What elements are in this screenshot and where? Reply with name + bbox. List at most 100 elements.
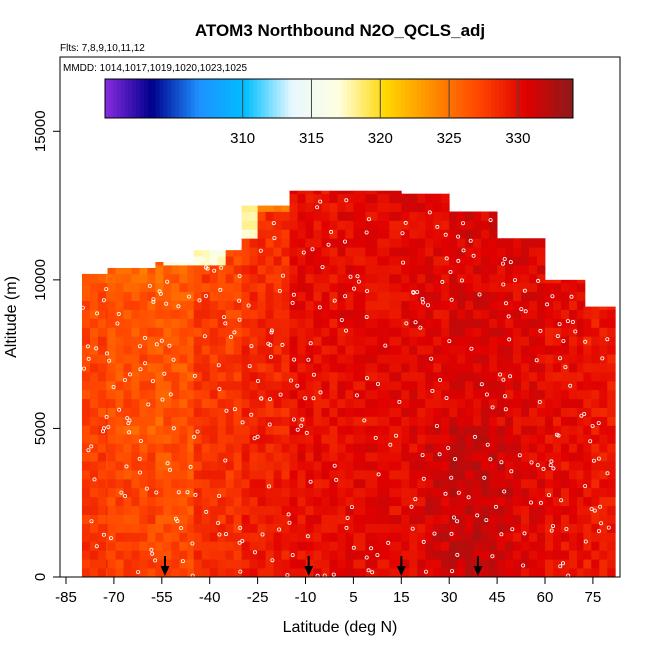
heatmap-cell: [433, 202, 442, 212]
heatmap-cell: [289, 345, 298, 355]
heatmap-cell: [115, 514, 124, 524]
sample-point: [266, 484, 271, 489]
heatmap-cell: [505, 398, 514, 409]
heatmap-cell: [115, 478, 124, 489]
profile-arrow-head: [473, 566, 483, 576]
heatmap-cell: [599, 363, 608, 373]
heatmap-cell: [201, 487, 211, 498]
heatmap-cell: [497, 336, 506, 346]
heatmap-cell: [281, 300, 290, 310]
heatmap-cell: [281, 389, 290, 400]
heatmap-cell: [329, 282, 338, 293]
heatmap-cell: [225, 300, 235, 310]
heatmap-cell: [97, 300, 107, 310]
heatmap-cell: [155, 398, 164, 409]
heatmap-cell: [249, 505, 258, 515]
heatmap-cell: [481, 452, 490, 462]
heatmap-cell: [337, 265, 346, 275]
heatmap-cell: [147, 461, 156, 471]
heatmap-cell: [441, 425, 450, 435]
heatmap-cell: [249, 407, 258, 417]
heatmap-cell: [353, 190, 366, 195]
heatmap-cell: [425, 514, 434, 524]
heatmap-cell: [225, 354, 235, 364]
heatmap-cell: [591, 398, 600, 409]
heatmap-cell: [513, 470, 522, 480]
heatmap-cell: [417, 273, 426, 284]
sample-point: [429, 356, 434, 361]
heatmap-cell: [457, 247, 466, 257]
heatmap-cell: [409, 229, 418, 239]
heatmap-cell: [560, 496, 570, 507]
heatmap-cell: [473, 309, 482, 319]
heatmap-cell: [583, 523, 592, 533]
heatmap-cell: [233, 318, 243, 328]
heatmap-cell: [187, 262, 196, 266]
heatmap-cell: [545, 354, 554, 364]
heatmap-cell: [591, 380, 600, 391]
heatmap-cell: [89, 371, 99, 382]
heatmap-cell: [187, 371, 196, 382]
heatmap-cell: [377, 541, 390, 551]
heatmap-cell: [241, 407, 251, 417]
heatmap-cell: [377, 282, 390, 293]
heatmap-cell: [417, 247, 426, 257]
heatmap-cell: [187, 434, 196, 444]
heatmap-cell: [147, 273, 156, 284]
heatmap-cell: [345, 505, 354, 515]
heatmap-cell: [552, 496, 562, 507]
heatmap-cell: [473, 380, 482, 391]
heatmap-cell: [607, 487, 616, 498]
heatmap-cell: [297, 487, 306, 498]
heatmap-cell: [209, 371, 219, 382]
colorbar-swatch: [385, 79, 391, 118]
heatmap-cell: [305, 318, 314, 328]
heatmap-cell: [537, 345, 546, 355]
sample-point: [427, 210, 432, 215]
heatmap-cell: [329, 505, 338, 515]
heatmap-cell: [281, 211, 290, 221]
heatmap-cell: [115, 354, 124, 364]
heatmap-cell: [489, 523, 498, 533]
heatmap-cell: [353, 238, 366, 248]
heatmap-cell: [345, 380, 354, 391]
heatmap-cell: [289, 541, 298, 551]
heatmap-cell: [81, 327, 91, 337]
heatmap-cell: [313, 398, 322, 409]
heatmap-cell: [513, 398, 522, 409]
heatmap-cell: [305, 389, 314, 400]
heatmap-cell: [217, 407, 227, 417]
heatmap-cell: [217, 541, 227, 551]
heatmap-cell: [147, 300, 156, 310]
heatmap-cell: [365, 416, 378, 426]
heatmap-cell: [321, 425, 330, 435]
heatmap-cell: [599, 309, 608, 319]
heatmap-cell: [97, 461, 107, 471]
heatmap-cell: [353, 211, 366, 221]
heatmap-cell: [457, 568, 466, 578]
heatmap-cell: [560, 363, 570, 373]
heatmap-cell: [201, 434, 211, 444]
heatmap-cell: [552, 407, 562, 417]
heatmap-cell: [273, 434, 282, 444]
heatmap-cell: [139, 568, 148, 578]
heatmap-cell: [89, 407, 99, 417]
heatmap-cell: [489, 300, 498, 310]
heatmap-cell: [457, 398, 466, 409]
heatmap-cell: [139, 309, 148, 319]
heatmap-cell: [552, 279, 562, 284]
heatmap-cell: [576, 496, 586, 507]
sample-point: [502, 394, 507, 399]
heatmap-cell: [321, 291, 330, 302]
heatmap-cell: [171, 452, 180, 462]
sample-point: [558, 356, 563, 361]
heatmap-cell: [345, 256, 354, 266]
heatmap-cell: [560, 443, 570, 453]
heatmap-cell: [115, 496, 124, 507]
heatmap-cell: [365, 265, 378, 275]
heatmap-cell: [187, 273, 196, 284]
heatmap-cell: [505, 541, 514, 551]
heatmap-cell: [529, 434, 538, 444]
heatmap-cell: [365, 452, 378, 462]
heatmap-cell: [425, 425, 434, 435]
